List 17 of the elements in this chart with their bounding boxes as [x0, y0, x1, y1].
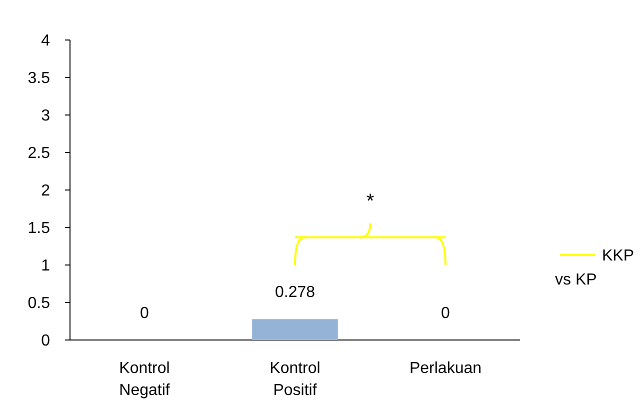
- y-tick-label: 2.5: [28, 145, 50, 162]
- y-tick-label: 0: [41, 332, 50, 350]
- data-label: 0: [441, 305, 450, 322]
- y-tick-label: 2: [41, 182, 50, 200]
- y-tick-label: 1.5: [28, 220, 50, 238]
- y-tick-label: 1: [41, 258, 50, 275]
- x-tick-label: Perlakuan: [409, 360, 482, 377]
- annotation: *: [366, 190, 374, 212]
- y-tick-label: 4: [41, 32, 50, 50]
- x-tick-label: Kontrol Positif: [270, 360, 320, 399]
- y-tick-label: 0.5: [28, 295, 50, 312]
- x-tick-label: Kontrol Negatif: [119, 360, 170, 399]
- data-label: 0.278: [274, 284, 316, 302]
- data-label: 0: [140, 305, 150, 322]
- y-tick-label: 3: [41, 108, 50, 125]
- y-tick-label: 3.5: [28, 70, 50, 88]
- legend-label: KKP vs KP: [555, 248, 634, 289]
